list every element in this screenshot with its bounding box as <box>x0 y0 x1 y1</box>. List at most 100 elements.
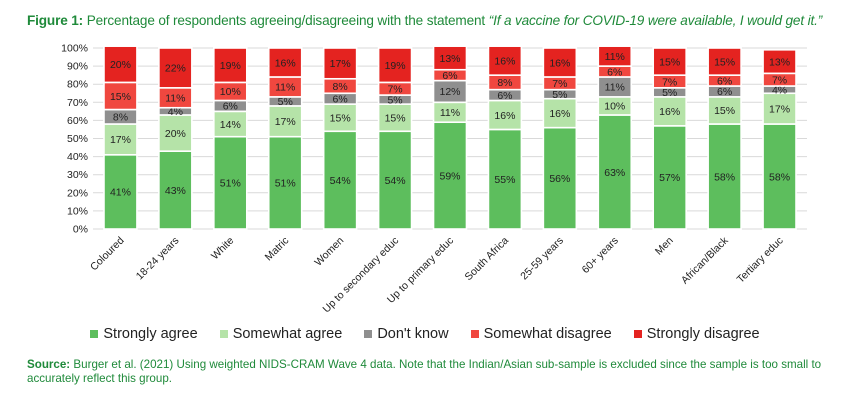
data-label: 4% <box>168 106 183 118</box>
data-label: 11% <box>605 82 625 94</box>
bar-segment <box>103 45 138 84</box>
y-tick-label: 100% <box>61 43 88 55</box>
bar-segment <box>432 121 468 230</box>
data-label: 17% <box>275 116 296 128</box>
bar-segment <box>103 81 138 111</box>
bar-segment <box>762 92 797 125</box>
y-tick-label: 20% <box>67 187 88 199</box>
data-label: 5% <box>552 89 567 101</box>
data-label: 13% <box>769 56 790 68</box>
bar-segment <box>158 47 193 89</box>
bar-segment <box>103 153 138 230</box>
bar-segment <box>322 47 358 80</box>
bar-segment <box>158 150 193 230</box>
data-label: 8% <box>113 112 128 124</box>
legend-swatch <box>219 330 228 338</box>
data-label: 11% <box>275 82 295 94</box>
legend-label: Strongly disagree <box>646 326 760 342</box>
data-label: 15% <box>659 56 680 68</box>
title-text: Percentage of respondents agreeing/disag… <box>86 13 486 28</box>
data-label: 8% <box>497 77 512 89</box>
legend-item: Strongly agree <box>90 326 198 342</box>
data-label: 16% <box>494 110 515 122</box>
legend-item: Don't know <box>364 326 449 342</box>
data-label: 17% <box>330 58 351 70</box>
data-label: 15% <box>330 112 351 124</box>
bar-segment <box>597 45 633 67</box>
figure-label: Figure 1: <box>27 13 84 28</box>
data-label: 6% <box>223 101 238 113</box>
x-tick-label: Women <box>312 235 346 269</box>
x-tick-label: White <box>209 235 237 263</box>
legend-swatch <box>470 330 479 338</box>
bar-segment <box>213 47 248 84</box>
data-label: 15% <box>714 105 735 117</box>
bar-segment <box>762 123 797 230</box>
bar-segment <box>432 45 468 71</box>
legend-swatch <box>633 330 642 338</box>
chart-legend: Strongly agree Somewhat agree Don't know So… <box>0 326 850 342</box>
data-label: 6% <box>442 70 457 82</box>
data-label: 6% <box>607 66 622 78</box>
data-label: 11% <box>165 93 185 105</box>
source-label: Source: <box>27 358 71 371</box>
data-label: 59% <box>439 170 460 182</box>
legend-swatch <box>90 330 99 338</box>
data-label: 7% <box>387 84 402 96</box>
data-label: 20% <box>110 59 131 71</box>
y-tick-label: 0% <box>73 224 88 236</box>
bar-segment <box>487 99 523 131</box>
data-label: 54% <box>385 175 406 187</box>
title-quote: “If a vaccine for COVID-19 were availabl… <box>488 13 823 28</box>
bar-segment <box>267 47 303 78</box>
bar-segment <box>652 47 687 76</box>
source-note: Source: Burger et al. (2021) Using weigh… <box>27 358 827 385</box>
x-tick-label: Coloured <box>88 235 127 274</box>
data-label: 6% <box>497 90 512 102</box>
bar-segment <box>377 130 413 230</box>
data-label: 20% <box>165 128 186 140</box>
data-label: 63% <box>604 167 625 179</box>
bar-segment <box>707 123 742 230</box>
bar-segment <box>487 128 523 230</box>
bar-segment <box>652 125 687 230</box>
data-label: 5% <box>662 87 677 99</box>
data-label: 17% <box>769 103 790 115</box>
data-label: 19% <box>220 60 241 72</box>
data-label: 16% <box>494 55 515 67</box>
y-tick-label: 10% <box>67 205 88 217</box>
y-tick-label: 90% <box>67 61 88 73</box>
x-tick-label: Tertiary educ <box>735 235 786 286</box>
data-label: 16% <box>549 57 570 69</box>
data-label: 43% <box>165 185 186 197</box>
chart-title: Figure 1: Percentage of respondents agre… <box>27 13 837 28</box>
data-label: 7% <box>552 78 567 90</box>
data-label: 56% <box>549 173 570 185</box>
y-tick-label: 80% <box>67 79 88 91</box>
data-label: 7% <box>662 76 677 88</box>
legend-swatch <box>364 330 373 338</box>
x-tick-label: South Africa <box>463 235 512 284</box>
data-label: 16% <box>275 57 296 69</box>
bar-segment <box>707 47 742 76</box>
data-label: 41% <box>110 187 131 199</box>
data-label: 12% <box>439 86 460 98</box>
data-label: 15% <box>385 112 406 124</box>
data-label: 16% <box>549 108 570 120</box>
data-label: 10% <box>604 101 625 113</box>
data-label: 14% <box>220 119 241 131</box>
legend-label: Somewhat disagree <box>483 326 612 342</box>
bar-segment <box>213 135 248 230</box>
data-label: 5% <box>387 94 402 106</box>
y-tick-label: 30% <box>67 169 88 181</box>
data-label: 11% <box>440 107 460 119</box>
data-label: 19% <box>385 60 406 72</box>
y-tick-label: 50% <box>67 133 88 145</box>
data-label: 54% <box>330 175 351 187</box>
data-label: 51% <box>220 178 241 190</box>
data-label: 11% <box>605 51 625 63</box>
data-label: 6% <box>717 86 732 98</box>
legend-item: Somewhat agree <box>219 326 342 342</box>
data-label: 17% <box>110 134 131 146</box>
